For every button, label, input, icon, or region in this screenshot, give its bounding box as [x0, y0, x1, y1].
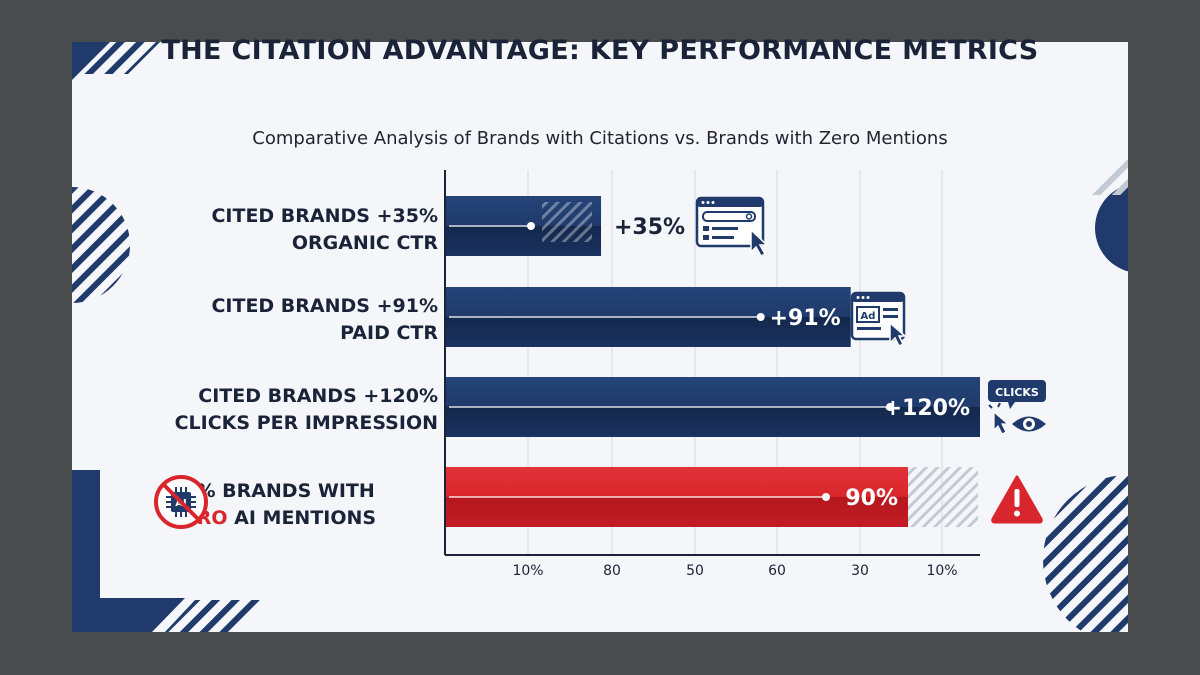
bar-remainder-hatch: [908, 467, 978, 527]
clicks-badge: [988, 380, 1046, 402]
x-tick-label: 60: [768, 563, 786, 579]
x-tick-label: 10%: [926, 563, 957, 579]
row-label-clicks-per-impression: CITED BRANDS +120% CLICKS PER IMPRESSION: [120, 383, 438, 437]
row-label-line2: CLICKS PER IMPRESSION: [174, 412, 438, 434]
row-label-line2: ORGANIC CTR: [291, 232, 438, 254]
ad-browser-icon: Ad: [850, 291, 908, 348]
clicks-badge-text: CLICKS: [995, 386, 1039, 399]
row-label-organic-ctr: CITED BRANDS +35% ORGANIC CTR: [120, 203, 438, 257]
row-label-line1: 90% BRANDS WITH: [170, 480, 375, 502]
x-tick-label: 80: [603, 563, 621, 579]
row-label-line2: PAID CTR: [340, 322, 438, 344]
row-label-line2-rest: AI MENTIONS: [227, 507, 377, 529]
bar-hatch: [542, 202, 592, 242]
x-axis-ticks: 10% 80 50 60 30 10%: [512, 563, 957, 579]
page-title: THE CITATION ADVANTAGE: KEY PERFORMANCE …: [161, 35, 1039, 66]
clicks-eye-icon: CLICKS: [988, 380, 1046, 435]
warning-icon: [991, 475, 1043, 524]
chart-bars: +35% +91% +120% 90%: [445, 196, 980, 527]
svg-text:Ad: Ad: [861, 311, 876, 322]
x-tick-label: 10%: [512, 563, 543, 579]
bar-value-label: +91%: [770, 306, 841, 331]
row-label-line1: CITED BRANDS +35%: [211, 205, 438, 227]
bar-value-label: +35%: [614, 215, 685, 240]
search-browser-icon: [695, 196, 769, 257]
bar-value-label: 90%: [845, 486, 898, 511]
row-label-line1: CITED BRANDS +120%: [198, 385, 438, 407]
no-ai-icon: AI: [154, 475, 208, 529]
x-tick-label: 30: [851, 563, 869, 579]
bar-dot: [886, 403, 894, 411]
bar-dot: [756, 313, 765, 321]
row-label-line1: CITED BRANDS +91%: [211, 295, 438, 317]
x-tick-label: 50: [686, 563, 704, 579]
page-subtitle: Comparative Analysis of Brands with Cita…: [252, 128, 948, 149]
bar-value-label: +120%: [884, 396, 970, 421]
row-label-paid-ctr: CITED BRANDS +91% PAID CTR: [120, 293, 438, 347]
bar-dot: [527, 222, 535, 230]
bar-dot: [822, 493, 830, 501]
